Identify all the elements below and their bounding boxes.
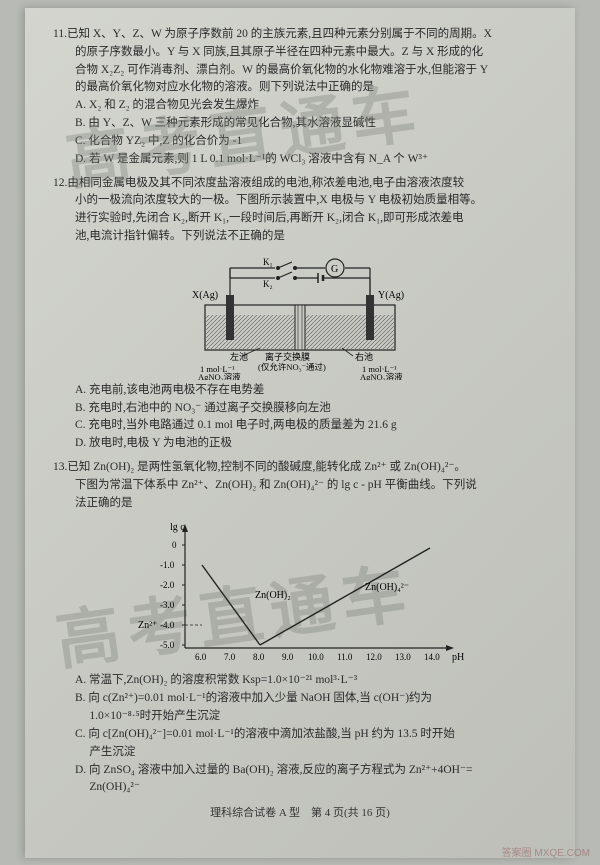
zn2-label: Zn²⁺ <box>138 620 157 631</box>
cell-svg: K₁ K₂ G X(Ag) Y(Ag) <box>170 250 430 380</box>
q13-opt-c1: C. 向 c[Zn(OH)₄²⁻]=0.01 mol·L⁻¹的溶液中滴加浓盐酸,… <box>53 726 547 744</box>
question-11: 11.已知 X、Y、Z、W 为原子序数前 20 的主族元素,且四种元素分别属于不… <box>53 26 547 169</box>
q13-opt-d2: Zn(OH)₄²⁻ <box>53 779 547 797</box>
y-electrode-label: Y(Ag) <box>378 290 404 301</box>
xticks: 6.0 7.0 8.0 9.0 10.0 11.0 12.0 13.0 14.0 <box>195 652 440 662</box>
q13-text-0: 已知 Zn(OH)₂ 是两性氢氧化物,控制不同的酸碱度,能转化成 Zn²⁺ 或 … <box>67 461 466 473</box>
q12-opt-a: A. 充电前,该电池两电极不存在电势差 <box>53 382 547 400</box>
q11-num: 11. <box>53 28 67 40</box>
q11-line1: 11.已知 X、Y、Z、W 为原子序数前 20 的主族元素,且四种元素分别属于不… <box>53 26 547 44</box>
xlabel: pH <box>452 652 464 663</box>
svg-text:11.0: 11.0 <box>337 652 353 662</box>
svg-text:12.0: 12.0 <box>366 652 382 662</box>
q11-line2: 的原子序数最小。Y 与 X 同族,且其原子半径在四种元素中最大。Z 与 X 形成… <box>53 44 547 62</box>
q13-line3: 法正确的是 <box>53 495 547 513</box>
membrane-label: 离子交换膜 <box>265 351 310 362</box>
q13-opt-c2: 产生沉淀 <box>53 744 547 762</box>
ytick2: -2.0 <box>160 580 175 590</box>
graph-svg: lg c pH 0 -1.0 -2.0 -3.0 -4.0 -5.0 <box>130 518 470 668</box>
membrane-note: (仅允许NO₃⁻通过) <box>258 362 326 372</box>
svg-text:10.0: 10.0 <box>308 652 324 662</box>
k1-label: K₁ <box>263 257 273 267</box>
electrochemical-diagram: K₁ K₂ G X(Ag) Y(Ag) <box>170 250 430 380</box>
q12-line3: 进行实验时,先闭合 K₂,断开 K₁,一段时间后,再断开 K₂,闭合 K₁,即可… <box>53 210 547 228</box>
corner-watermark: 答案圈 MXQE.COM <box>502 844 590 859</box>
q13-line1: 13.已知 Zn(OH)₂ 是两性氢氧化物,控制不同的酸碱度,能转化成 Zn²⁺… <box>53 459 547 477</box>
znoh4-label: Zn(OH)₄²⁻ <box>365 582 409 593</box>
q12-opt-b: B. 充电时,右池中的 NO₃⁻ 通过离子交换膜移向左池 <box>53 400 547 418</box>
q11-opt-b: B. 由 Y、Z、W 三种元素形成的常见化合物,其水溶液显碱性 <box>53 115 547 133</box>
k2-label: K₂ <box>263 279 273 289</box>
znoh2-label: Zn(OH)₂ <box>255 590 291 601</box>
q12-num: 12. <box>53 177 67 189</box>
q12-text-0: 由相同金属电极及其不同浓度盐溶液组成的电池,称浓差电池,电子由溶液浓度较 <box>67 177 464 189</box>
q13-opt-a: A. 常温下,Zn(OH)₂ 的溶度积常数 Ksp=1.0×10⁻²¹ mol³… <box>53 672 547 690</box>
q12-line2: 小的一极流向浓度较大的一极。下图所示装置中,X 电极与 Y 电极初始质量相等。 <box>53 192 547 210</box>
question-13: 13.已知 Zn(OH)₂ 是两性氢氧化物,控制不同的酸碱度,能转化成 Zn²⁺… <box>53 459 547 797</box>
q11-opt-c: C. 化合物 YZ₂ 中,Z 的化合价为 -1 <box>53 133 547 151</box>
q11-text-0: 已知 X、Y、Z、W 为原子序数前 20 的主族元素,且四种元素分别属于不同的周… <box>67 28 492 40</box>
q12-opt-c: C. 充电时,当外电路通过 0.1 mol 电子时,两电极的质量差为 21.6 … <box>53 417 547 435</box>
q12-line1: 12.由相同金属电极及其不同浓度盐溶液组成的电池,称浓差电池,电子由溶液浓度较 <box>53 175 547 193</box>
g-label: G <box>331 264 338 275</box>
svg-text:6.0: 6.0 <box>195 652 207 662</box>
ylabel: lg c <box>170 522 185 533</box>
svg-text:7.0: 7.0 <box>224 652 236 662</box>
q11-line3: 合物 X₂Z₂ 可作消毒剂、漂白剂。W 的最高价氧化物的水化物难溶于水,但能溶于… <box>53 62 547 80</box>
ytick5: -5.0 <box>160 640 175 650</box>
left-cell-label: 左池 <box>230 351 248 362</box>
q11-opt-d: D. 若 W 是金属元素,则 1 L 0.1 mol·L⁻¹的 WCl₃ 溶液中… <box>53 151 547 169</box>
ytick3: -3.0 <box>160 600 175 610</box>
q12-opt-d: D. 放电时,电极 Y 为电池的正极 <box>53 435 547 453</box>
page-footer: 理科综合试卷 A 型 第 4 页(共 16 页) <box>53 805 547 822</box>
q13-opt-d1: D. 向 ZnSO₄ 溶液中加入过量的 Ba(OH)₂ 溶液,反应的离子方程式为… <box>53 762 547 780</box>
x-electrode-label: X(Ag) <box>192 290 218 301</box>
q11-opt-a: A. X₂ 和 Z₂ 的混合物见光会发生爆炸 <box>53 97 547 115</box>
right-cell-label: 右池 <box>355 351 373 362</box>
ytick1: -1.0 <box>160 560 175 570</box>
svg-text:8.0: 8.0 <box>253 652 265 662</box>
right-sol-2: AgNO₃溶液 <box>360 372 403 380</box>
q13-line2: 下图为常温下体系中 Zn²⁺、Zn(OH)₂ 和 Zn(OH)₄²⁻ 的 lg … <box>53 477 547 495</box>
svg-text:13.0: 13.0 <box>395 652 411 662</box>
exam-page: 高考直通车 高考直通车 11.已知 X、Y、Z、W 为原子序数前 20 的主族元… <box>25 8 575 858</box>
svg-text:9.0: 9.0 <box>282 652 294 662</box>
ytick0: 0 <box>172 540 177 550</box>
left-sol-2: AgNO₃溶液 <box>198 372 241 380</box>
question-12: 12.由相同金属电极及其不同浓度盐溶液组成的电池,称浓差电池,电子由溶液浓度较 … <box>53 175 547 454</box>
q13-opt-b1: B. 向 c(Zn²⁺)=0.01 mol·L⁻¹的溶液中加入少量 NaOH 固… <box>53 690 547 708</box>
ph-graph: lg c pH 0 -1.0 -2.0 -3.0 -4.0 -5.0 <box>130 518 470 668</box>
ytick4: -4.0 <box>160 620 175 630</box>
q13-num: 13. <box>53 461 67 473</box>
svg-text:14.0: 14.0 <box>424 652 440 662</box>
q13-opt-b2: 1.0×10⁻⁸·⁵时开始产生沉淀 <box>53 708 547 726</box>
q11-line4: 的最高价氧化物对应水化物的溶液。则下列说法中正确的是 <box>53 79 547 97</box>
q12-line4: 池,电流计指针偏转。下列说法不正确的是 <box>53 228 547 246</box>
